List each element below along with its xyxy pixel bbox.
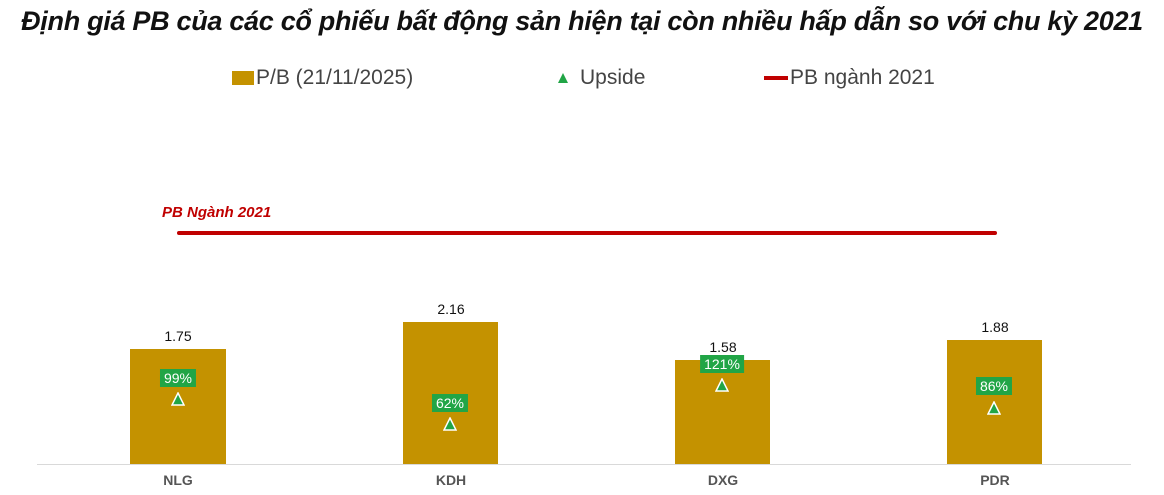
triangle-up-icon: [987, 401, 1001, 415]
category-label: NLG: [163, 472, 193, 488]
category-label: DXG: [707, 472, 739, 488]
legend-item-upside: Upside: [558, 66, 645, 90]
bar-value-label: 1.58: [709, 339, 737, 355]
triangle-up-icon: [715, 378, 729, 392]
upside-badge: 99%: [159, 369, 197, 387]
triangle-up-icon: [443, 417, 457, 431]
upside-badge: 86%: [975, 377, 1013, 395]
bar-value-label: 1.75: [164, 328, 192, 344]
legend-item-pb2021: PB ngành 2021: [764, 66, 935, 90]
bar-swatch-icon: [232, 71, 254, 85]
bar-dxg: [675, 360, 770, 464]
bar-value-label: 1.88: [981, 319, 1009, 335]
category-label: PDR: [980, 472, 1010, 488]
chart-title: Định giá PB của các cổ phiếu bất động sả…: [21, 6, 1143, 36]
bar-kdh: [403, 322, 498, 464]
ref-line-label: PB Ngành 2021: [162, 204, 272, 221]
legend-label-pb2021: PB ngành 2021: [790, 66, 935, 89]
bar-value-label: 2.16: [437, 301, 465, 317]
x-axis-line: [37, 464, 1131, 465]
upside-badge: 62%: [431, 394, 469, 412]
upside-badge: 121%: [700, 355, 744, 373]
legend: P/B (21/11/2025) Upside PB ngành 2021: [0, 66, 1164, 96]
line-swatch-icon: [764, 76, 788, 80]
triangle-up-icon: [171, 392, 185, 406]
pb-2021-line: [177, 231, 997, 235]
triangle-up-icon: [558, 73, 568, 83]
legend-item-pb: P/B (21/11/2025): [232, 66, 413, 90]
legend-label-upside: Upside: [580, 66, 646, 89]
bar-nlg: [130, 349, 226, 464]
category-label: KDH: [435, 472, 467, 488]
legend-label-pb: P/B (21/11/2025): [256, 66, 414, 89]
